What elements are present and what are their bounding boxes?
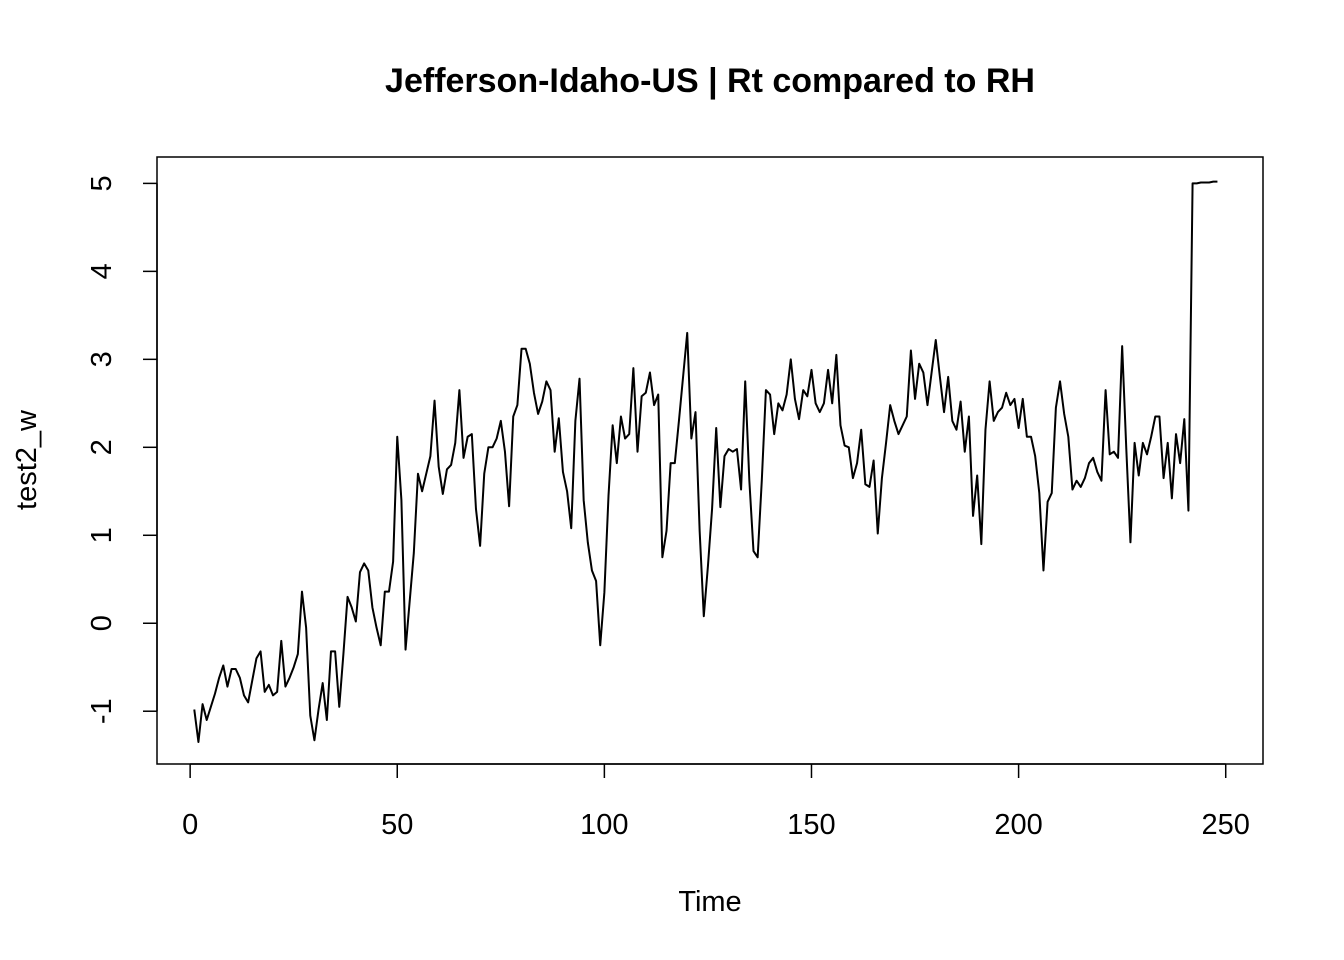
y-axis: -1 0 1 2 3 4 5	[86, 175, 158, 724]
x-tick-label: 200	[994, 809, 1042, 841]
series-line	[193, 180, 1218, 744]
y-tick-label: 5	[86, 175, 118, 191]
y-tick-label: 2	[86, 439, 118, 455]
series-group	[193, 180, 1218, 744]
x-tick-label: 250	[1202, 809, 1250, 841]
x-tick-label: 150	[787, 809, 835, 841]
plot-area-border	[156, 156, 1264, 765]
y-tick-label: -1	[86, 698, 118, 724]
x-axis-title: Time	[678, 886, 741, 918]
x-axis: 0 50 100 150 200 250	[182, 763, 1250, 841]
x-tick-label: 50	[381, 809, 413, 841]
x-tick-label: 100	[580, 809, 628, 841]
y-tick-label: 1	[86, 527, 118, 543]
y-tick-label: 3	[86, 351, 118, 367]
x-tick-label: 0	[182, 809, 198, 841]
y-axis-title: test2_w	[11, 409, 43, 510]
y-tick-label: 4	[86, 263, 118, 279]
chart-title: Jefferson-Idaho-US | Rt compared to RH	[385, 62, 1035, 100]
y-tick-label: 0	[86, 615, 118, 631]
